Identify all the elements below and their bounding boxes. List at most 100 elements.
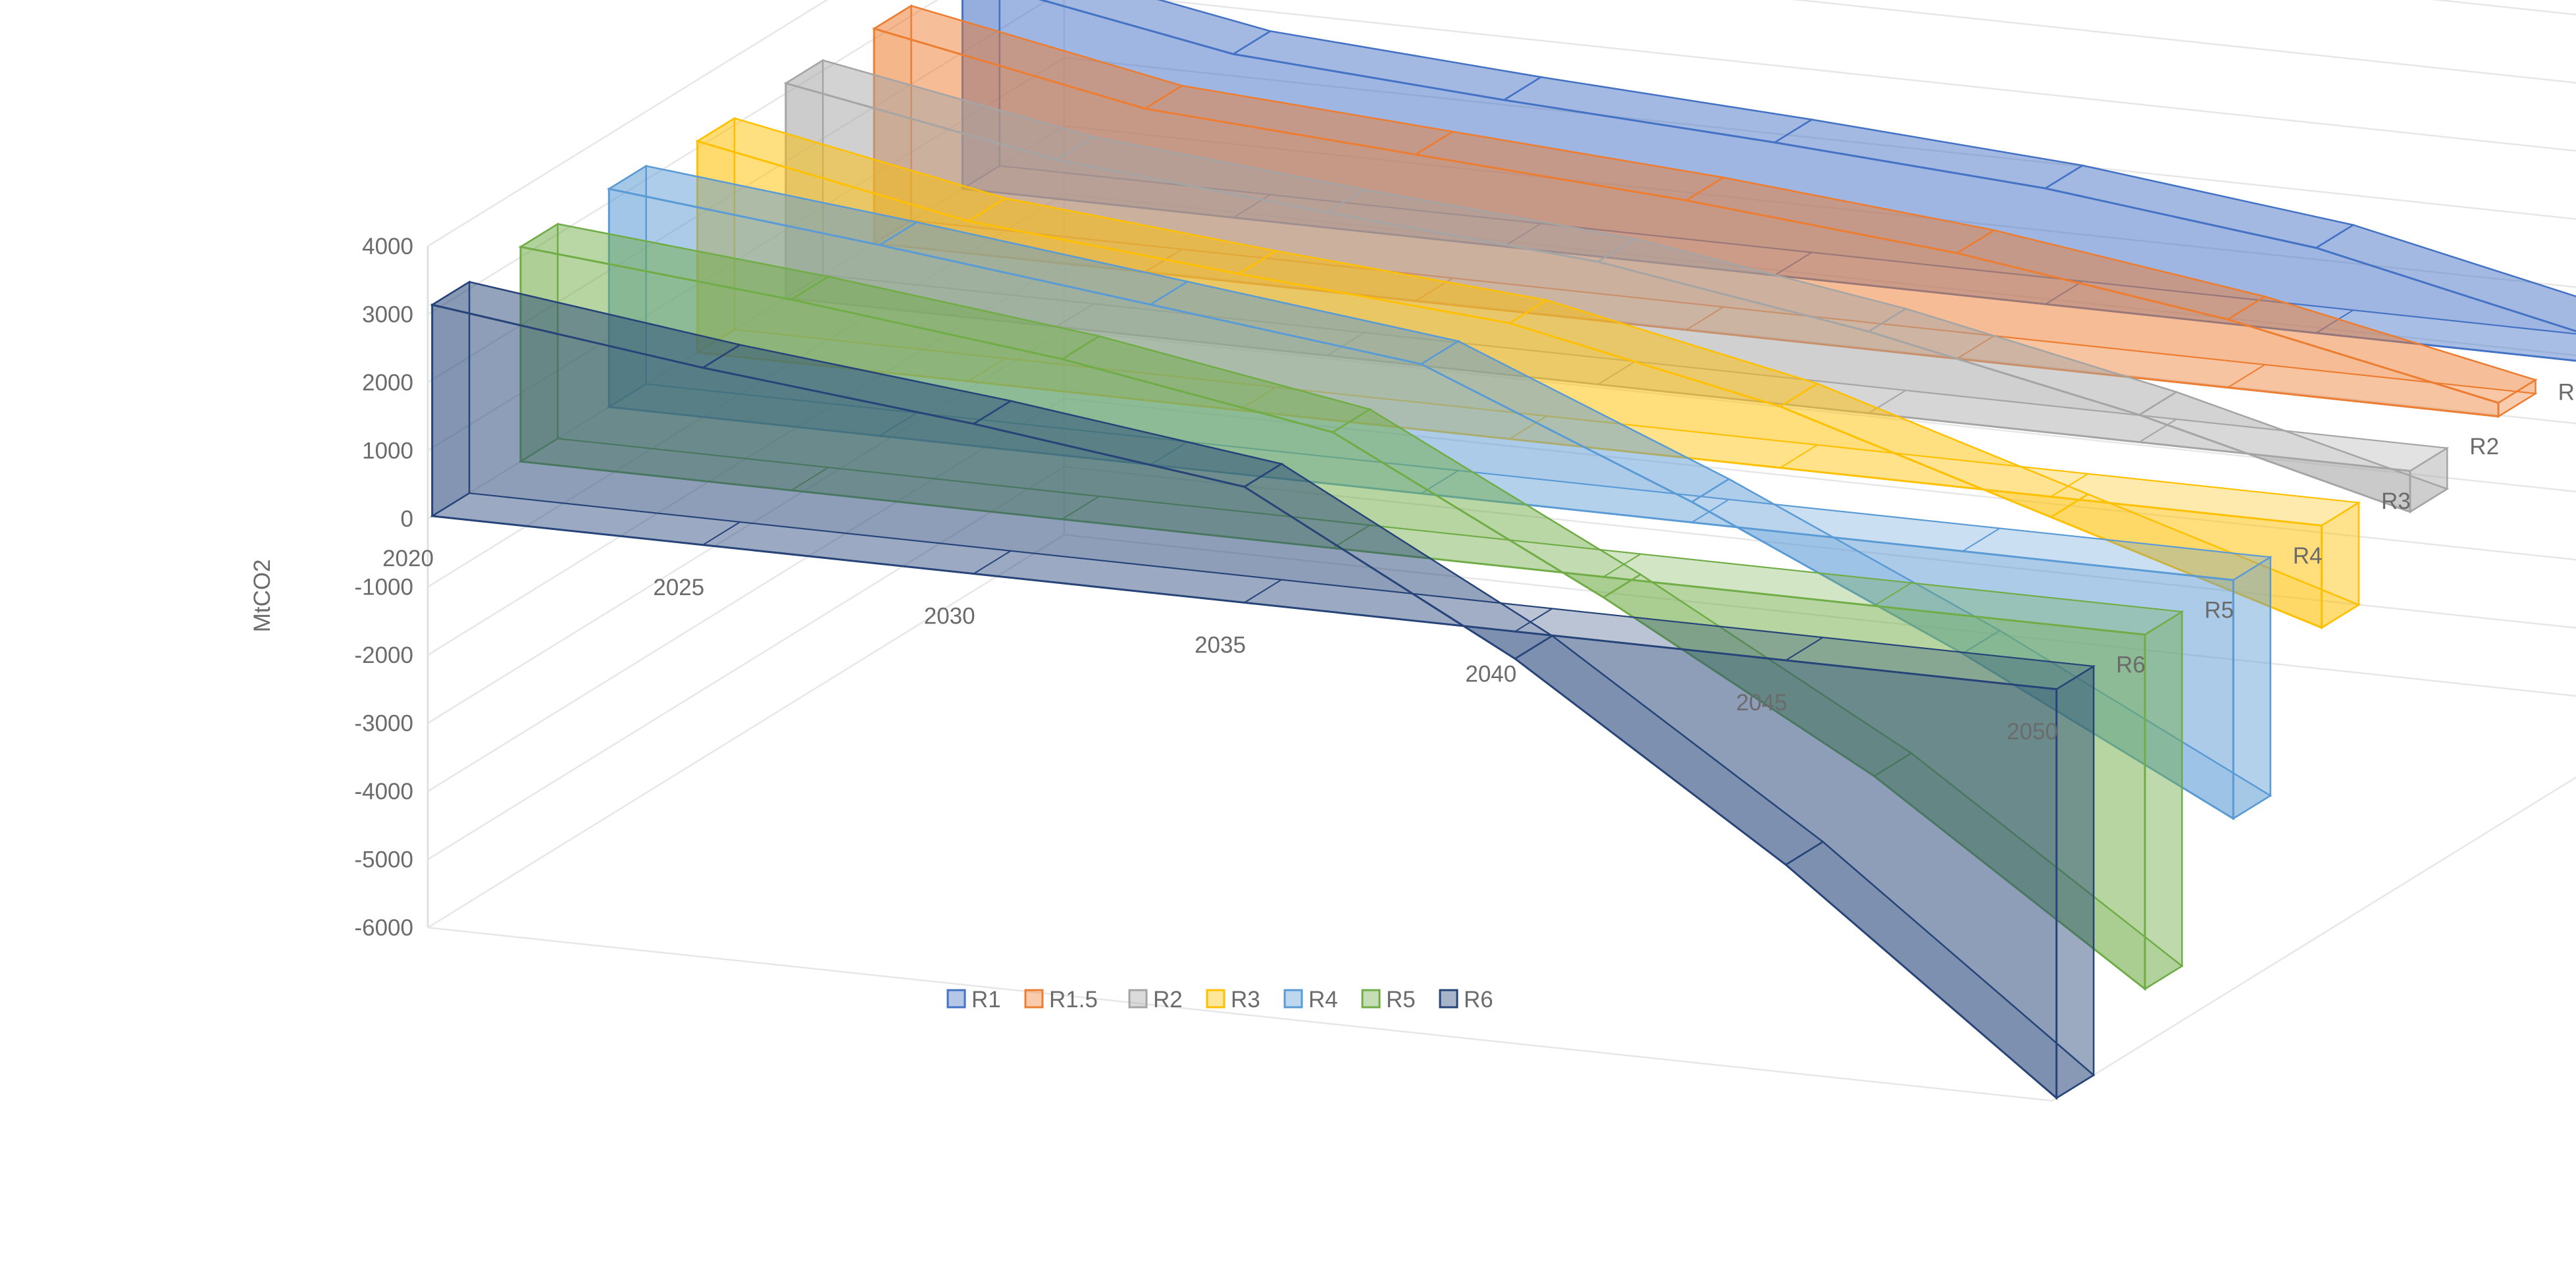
legend-item-R1: R1 [946,987,1001,1013]
series-base-tick [520,438,558,462]
x-tick-label: 2020 [382,546,434,571]
series-base-tick [2321,502,2359,527]
series-base-tick [967,357,1006,382]
y-tick-label: -1000 [354,575,413,600]
series-base-tick [790,467,829,491]
series-R2 [783,59,2450,514]
series-base-tick [962,165,1000,190]
series-base-tick [1597,361,1636,385]
depth-label-R2: R2 [2469,434,2499,460]
y-gridline [427,0,2576,384]
legend-item-R4: R4 [1283,987,1338,1013]
series-base-tick [1686,306,1724,330]
x-tick-label: 2050 [2007,719,2058,745]
series-base-tick [1332,524,1370,549]
series-base-tick [2144,611,2182,635]
legend-label: R1.5 [1049,987,1098,1013]
y-tick-label: 0 [401,506,413,532]
legend: R1 R1.5 R2 R3 R4 R5 R6 [946,987,1493,1013]
y-tick-label: -6000 [354,915,413,941]
series-right-cap [2055,664,2095,1100]
legend-swatch [1361,989,1381,1009]
series-base-tick [2056,666,2094,690]
series-base-tick [1144,248,1183,273]
series-base-tick [2050,473,2089,498]
labels-layer: R1R1.5R2R3R4R5R640003000200010000-1000-2… [354,234,2576,941]
series-base-tick [697,329,735,354]
legend-swatch [1024,989,1044,1009]
legend-swatch [946,989,966,1009]
series-base-tick [608,383,647,408]
legend-label: R4 [1308,987,1338,1013]
series-base-tick [1509,415,1547,440]
grid-layer [426,0,2576,1102]
legend-item-R3: R3 [1206,987,1260,1013]
x-tick-label: 2045 [1736,690,1788,716]
series-base-tick [873,219,912,244]
legend-swatch [1439,989,1458,1009]
x-tick-label: 2035 [1195,633,1246,658]
series-R4 [606,164,2273,821]
series-base-tick [973,550,1012,575]
series-base-tick [1780,444,1818,469]
series-base-tick [1503,223,1542,248]
series-base-tick [1874,582,1912,607]
depth-label-R6: R6 [2116,652,2146,678]
series-base-tick [1056,303,1095,328]
y-tick-label: -4000 [354,779,413,804]
y-tick-label: 1000 [362,438,413,464]
y-axis-title: MtCO2 [249,560,275,633]
series-R1 [960,0,2576,362]
series-base-tick [2409,447,2448,472]
series-base-tick [1603,553,1641,578]
series-base-tick [2498,392,2537,417]
x-tick-label: 2040 [1465,661,1516,687]
depth-label-R3: R3 [2381,488,2411,514]
series-R6 [430,280,2096,1101]
series-base-tick [1514,608,1553,633]
legend-label: R3 [1231,987,1260,1013]
series-base-tick [1691,498,1730,523]
floor-edge [427,776,2576,1102]
legend-swatch [1128,989,1148,1009]
series-right-cap [2144,610,2183,991]
legend-item-R2: R2 [1128,987,1183,1013]
legend-label: R2 [1153,987,1183,1013]
series-base-tick [2045,280,2083,305]
series-base-tick [702,521,740,546]
series-base-tick [1244,579,1282,604]
depth-label-R1_5: R1.5 [2558,379,2576,405]
series-base-tick [1868,390,1907,414]
series-base-tick [1962,527,2000,552]
y-tick-label: -5000 [354,847,413,873]
y-gridline [427,0,2576,248]
y-tick-label: -2000 [354,643,413,668]
series-R5 [518,222,2184,991]
depth-label-R4: R4 [2293,543,2323,569]
series-base-tick [1326,332,1365,356]
legend-label: R5 [1386,987,1416,1013]
y-tick-label: 4000 [362,234,413,259]
series-base-tick [879,412,917,436]
y-tick-label: 2000 [362,370,413,396]
series-base-tick [1774,251,1813,276]
series-base-tick [2227,364,2265,388]
legend-swatch [1283,989,1303,1009]
series-base-tick [1238,386,1277,411]
legend-swatch [1206,989,1225,1009]
series-right-cap [2232,556,2271,820]
series-base-tick [2315,309,2354,334]
series-base-tick [1150,441,1188,465]
depth-label-R5: R5 [2204,598,2234,623]
series-base-tick [1785,637,1824,661]
y-tick-label: 3000 [362,302,413,328]
series-base-tick [785,274,823,299]
series-layer [430,0,2576,1101]
legend-label: R1 [971,987,1001,1013]
legend-item-R6: R6 [1439,987,1493,1013]
series-base-tick [1233,194,1271,219]
legend-item-R5: R5 [1361,987,1416,1013]
x-tick-label: 2025 [653,575,704,600]
x-tick-label: 2030 [924,604,975,629]
